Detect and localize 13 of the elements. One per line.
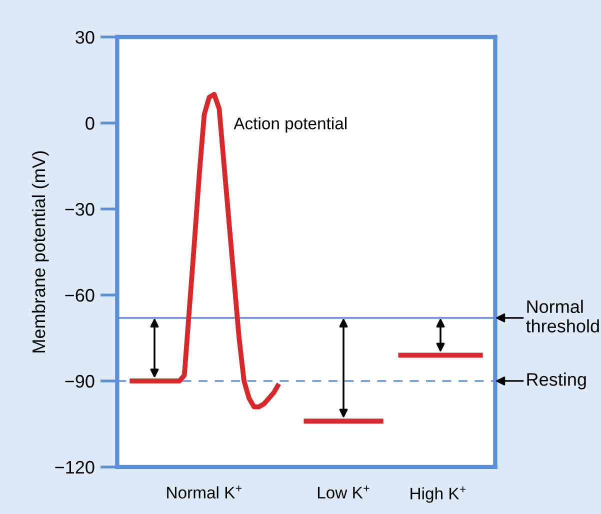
y-tick-label: −60 — [65, 288, 94, 302]
x-tick-label: Normal K$^{+}$ — [167, 485, 242, 499]
y-tick-label: −120 — [55, 460, 94, 474]
series-label: Action potential — [234, 117, 346, 133]
x-tick-label: Low K$^{+}$ — [318, 485, 370, 499]
y-tick-label: 30 — [76, 30, 94, 44]
y-tick-label: −90 — [65, 374, 94, 388]
y-tick-label: 0 — [86, 116, 94, 130]
ref-line-label: Normal threshold — [526, 300, 599, 332]
x-tick-label: High K$^{+}$ — [410, 486, 466, 503]
ref-line-label: Resting — [527, 372, 586, 390]
y-axis-title: Membrane potential (mV) — [32, 151, 49, 352]
y-tick-label: −30 — [65, 202, 94, 216]
